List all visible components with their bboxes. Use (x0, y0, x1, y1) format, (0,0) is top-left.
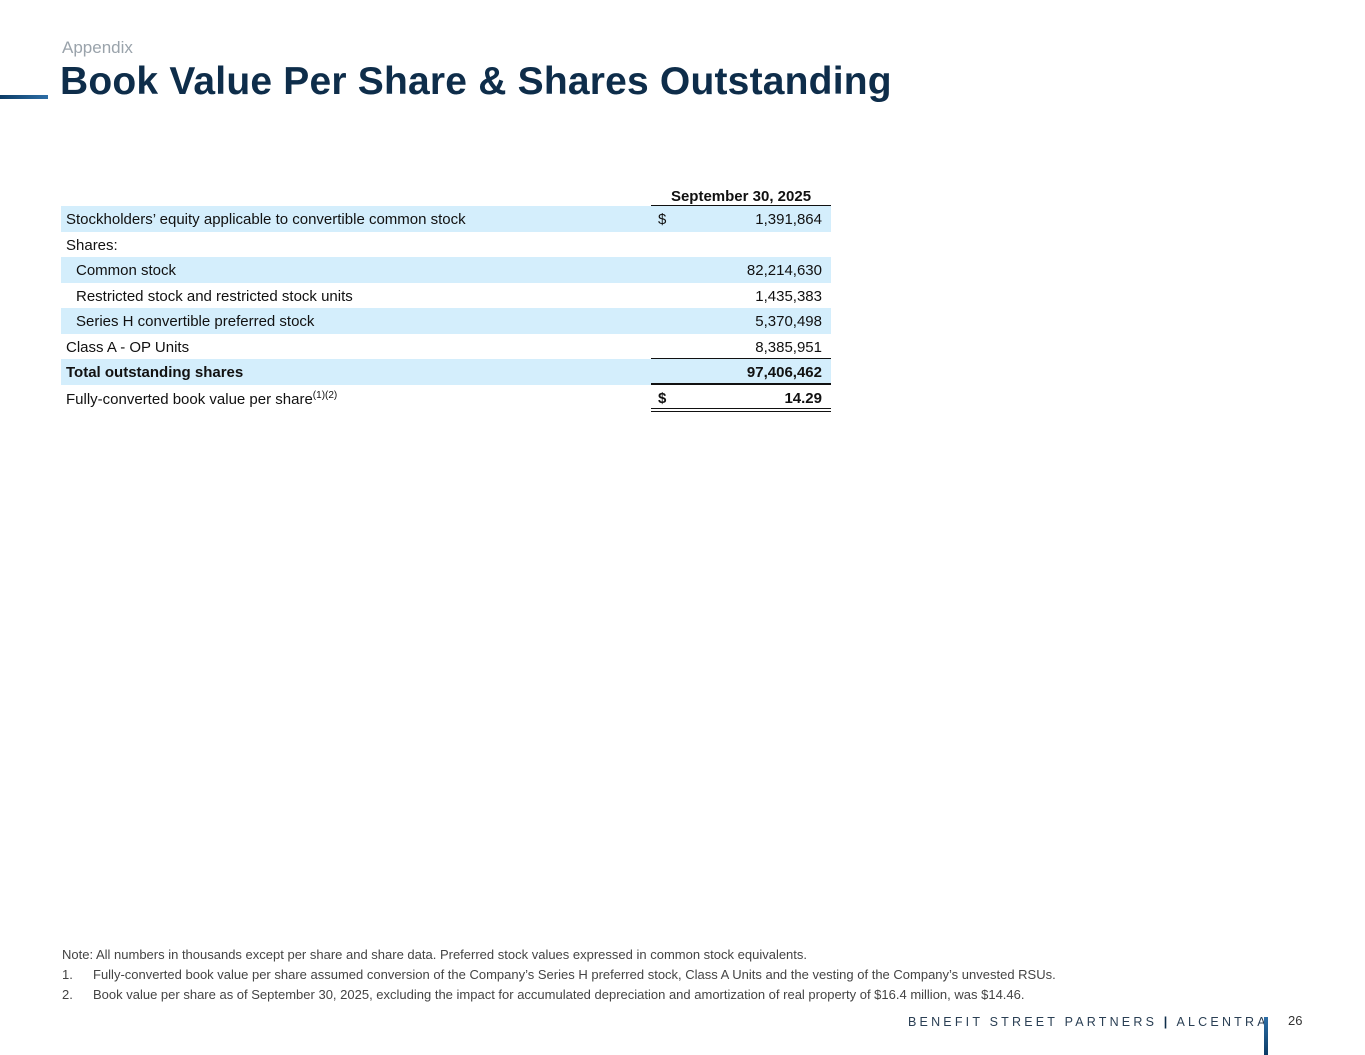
row-label: Restricted stock and restricted stock un… (76, 287, 353, 305)
page-title: Book Value Per Share & Shares Outstandin… (60, 60, 892, 103)
row-label: Shares: (66, 236, 118, 254)
table-header-row: September 30, 2025 (61, 186, 831, 207)
row-label-text: Fully-converted book value per share (66, 390, 313, 408)
footnote-text: Book value per share as of September 30,… (93, 987, 1025, 1002)
footnote-item: 1. Fully-converted book value per share … (62, 965, 1056, 985)
table-row-bvps: Fully-converted book value per share(1)(… (61, 385, 831, 412)
row-label: Total outstanding shares (66, 364, 244, 381)
table-row: Restricted stock and restricted stock un… (61, 283, 831, 309)
footnote-number: 2. (62, 987, 73, 1002)
currency-symbol: $ (658, 211, 667, 228)
footnote-item: 2. Book value per share as of September … (62, 985, 1056, 1005)
title-accent-bar (0, 95, 48, 99)
table-row: Series H convertible preferred stock 5,3… (61, 308, 831, 334)
row-value: 5,370,498 (755, 313, 822, 330)
table-row: Class A - OP Units 8,385,951 (61, 334, 831, 359)
footnote-ref: (1)(2) (312, 389, 338, 401)
row-value: 8,385,951 (755, 338, 822, 356)
footnotes: Note: All numbers in thousands except pe… (62, 945, 1056, 1005)
row-label: Class A - OP Units (66, 338, 190, 356)
footnote-text: Fully-converted book value per share ass… (93, 967, 1056, 982)
section-label: Appendix (62, 38, 133, 57)
subtotal-rule (651, 357, 831, 359)
page-number: 26 (1288, 1013, 1303, 1028)
note-text: Note: All numbers in thousands except pe… (62, 947, 808, 962)
row-label: Stockholders’ equity applicable to conve… (66, 211, 466, 228)
brand-name: BENEFIT STREET PARTNERS (908, 1015, 1158, 1029)
footer-accent-bar (1264, 1017, 1268, 1055)
row-label: Series H convertible preferred stock (76, 313, 315, 330)
row-label: Fully-converted book value per share(1)(… (66, 390, 337, 408)
row-value: 82,214,630 (746, 262, 822, 279)
brand-separator: | (1163, 1015, 1171, 1029)
footer-brand: BENEFIT STREET PARTNERS | ALCENTRA (908, 1015, 1269, 1029)
row-value: 1,435,383 (755, 287, 822, 305)
row-value: 14.29 (784, 389, 822, 407)
row-label: Common stock (76, 262, 177, 279)
table-row: Shares: (61, 232, 831, 258)
table-row: Stockholders’ equity applicable to conve… (61, 206, 831, 232)
double-underline (651, 407, 831, 412)
header-underline (651, 205, 831, 207)
footnote-number: 1. (62, 967, 73, 982)
currency-symbol: $ (658, 389, 667, 407)
row-value: 1,391,864 (755, 211, 822, 228)
table-row: Common stock 82,214,630 (61, 257, 831, 283)
brand-name-2: ALCENTRA (1176, 1015, 1269, 1029)
total-rule (651, 383, 831, 385)
table-row-total: Total outstanding shares 97,406,462 (61, 359, 831, 385)
book-value-table: September 30, 2025 Stockholders’ equity … (61, 186, 831, 412)
column-header: September 30, 2025 (670, 188, 812, 205)
row-value: 97,406,462 (746, 364, 822, 381)
